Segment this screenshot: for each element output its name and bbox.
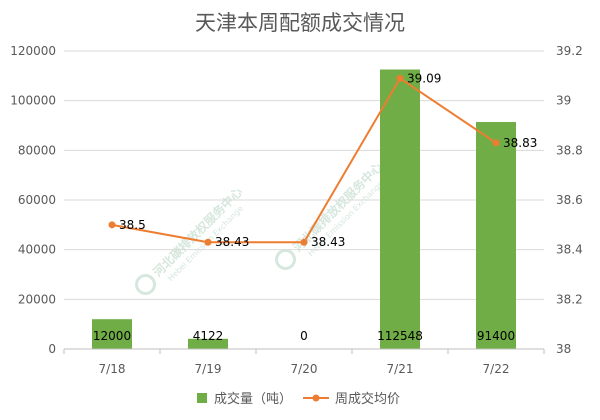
y-left-tick-label: 100000 [10, 94, 56, 108]
y-left-tick-label: 80000 [18, 143, 56, 157]
y-left-tick-label: 0 [48, 342, 56, 356]
y-right-tick-label: 38.6 [556, 193, 583, 207]
legend: 成交量（吨） 周成交均价 [197, 391, 400, 407]
line-point [108, 221, 116, 229]
line-data-label: 38.5 [119, 218, 146, 232]
y-left-tick-label: 20000 [18, 292, 56, 306]
chart-title: 天津本周配额成交情况 [195, 11, 405, 35]
bar-data-label: 91400 [477, 329, 515, 343]
line-data-label: 38.43 [311, 235, 345, 249]
legend-label-line: 周成交均价 [335, 391, 400, 407]
line-point [204, 238, 212, 246]
x-tick-label: 7/20 [291, 362, 318, 376]
y-right-tick-label: 39.2 [556, 44, 583, 58]
line-data-label: 38.83 [503, 136, 537, 150]
y-left-tick-label: 40000 [18, 243, 56, 257]
y-right-tick-label: 39 [556, 94, 571, 108]
legend-label-bar: 成交量（吨） [214, 391, 292, 407]
y-right-tick-label: 38.2 [556, 292, 583, 306]
line-data-label: 39.09 [407, 71, 441, 85]
y-right-tick-label: 38.8 [556, 143, 583, 157]
x-tick-label: 7/22 [483, 362, 510, 376]
bar-data-label: 12000 [93, 329, 131, 343]
watermark-logo [275, 248, 297, 270]
line-data-label: 38.43 [215, 235, 249, 249]
bar [92, 319, 132, 349]
line-point [396, 74, 404, 82]
bar-data-label: 4122 [193, 329, 224, 343]
line-point [300, 238, 308, 246]
bar [380, 69, 420, 349]
gridlines [64, 50, 544, 300]
bar-data-label: 0 [300, 329, 308, 343]
line-series [108, 74, 500, 246]
price-line [111, 76, 497, 244]
legend-swatch-marker [312, 394, 320, 402]
x-tick-label: 7/18 [99, 362, 126, 376]
axes: 0200004000060000800001000001200003838.23… [10, 44, 583, 376]
bar-data-label: 112548 [377, 329, 423, 343]
y-left-tick-label: 120000 [10, 44, 56, 58]
bar [476, 122, 516, 349]
line-point [492, 139, 500, 147]
y-right-tick-label: 38 [556, 342, 571, 356]
bar [188, 338, 228, 349]
y-right-tick-label: 38.4 [556, 243, 583, 257]
watermark-text: 河北碳排放权服务中心 [149, 184, 245, 280]
data-labels: 12000 4122 0 112548 91400 38.5 38.43 38.43 39.09… [93, 71, 537, 343]
y-left-tick-label: 60000 [18, 193, 56, 207]
x-tick-label: 7/21 [387, 362, 414, 376]
x-tick-label: 7/19 [195, 362, 222, 376]
watermark-logo [135, 273, 157, 295]
bar-series [92, 69, 516, 349]
legend-swatch-bar [197, 393, 207, 403]
